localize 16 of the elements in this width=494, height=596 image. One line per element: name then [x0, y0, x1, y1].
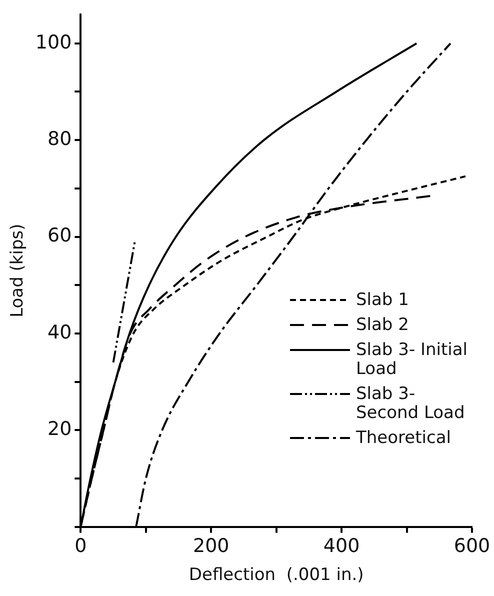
- x-tick-label: 600: [454, 535, 490, 558]
- legend-label: Slab 3- Initial Load: [356, 340, 468, 379]
- y-tick-label: 20: [47, 418, 72, 440]
- x-tick-label: 0: [74, 535, 87, 558]
- legend-label: Theoretical: [356, 428, 452, 448]
- y-tick-label: 100: [35, 31, 72, 54]
- x-tick-label: 400: [323, 535, 360, 558]
- y-tick-label: 80: [47, 128, 72, 150]
- y-axis-title: Load (kips): [8, 224, 28, 318]
- legend-label: Slab 1: [356, 290, 410, 310]
- legend-label: Slab 2: [356, 314, 410, 335]
- y-tick-label: 60: [47, 224, 72, 247]
- y-tick-label: 40: [47, 321, 72, 344]
- x-tick-label: 200: [192, 535, 230, 558]
- x-axis-title: Deflection (.001 in.): [188, 565, 364, 586]
- legend-label: Slab 3- Second Load: [356, 384, 466, 423]
